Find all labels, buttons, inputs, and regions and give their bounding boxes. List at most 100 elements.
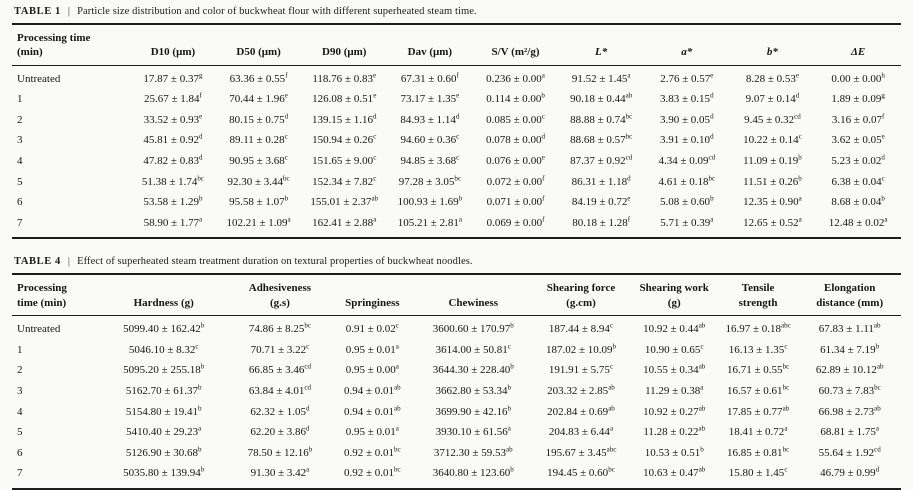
significance-superscript: ab xyxy=(698,403,706,412)
significance-superscript: bc xyxy=(625,132,633,141)
significance-superscript: ab xyxy=(876,362,884,371)
table-cell: 0.95 ± 0.01a xyxy=(345,424,399,439)
table-cell: 0.076 ± 0.00e xyxy=(486,153,545,168)
table-cell: 16.85 ± 0.81bc xyxy=(727,445,790,459)
table-cell: 2 xyxy=(17,113,23,126)
significance-superscript: a xyxy=(198,424,202,433)
table-cell: 3699.90 ± 42.16b xyxy=(435,403,512,418)
column-header: D50 (μm) xyxy=(215,24,302,66)
significance-superscript: ab xyxy=(394,383,401,392)
significance-superscript: ab xyxy=(698,362,706,371)
significance-superscript: e xyxy=(541,153,545,162)
significance-superscript: b xyxy=(507,383,512,392)
significance-superscript: b xyxy=(200,362,205,371)
table1-caption-text: Particle size distribution and color of … xyxy=(77,6,477,17)
table-cell: 74.86 ± 8.25bc xyxy=(248,321,311,336)
significance-superscript: c xyxy=(284,132,288,141)
significance-superscript: bc xyxy=(394,445,401,454)
significance-superscript: ab xyxy=(874,403,881,412)
significance-superscript: a xyxy=(710,215,714,224)
significance-superscript: a xyxy=(306,465,310,474)
table-cell: 51.38 ± 1.74bc xyxy=(141,173,205,188)
significance-superscript: a xyxy=(507,424,511,433)
table-cell: 9.07 ± 0.14d xyxy=(745,91,800,106)
table-cell: 3 xyxy=(17,134,23,147)
table-cell: 90.18 ± 0.44ab xyxy=(570,91,633,106)
significance-superscript: f xyxy=(542,173,545,182)
significance-superscript: c xyxy=(609,362,614,371)
table-cell: 95.58 ± 1.07b xyxy=(229,194,289,209)
table-cell: 92.30 ± 3.44bc xyxy=(227,173,290,188)
table-row: 2 33.52 ± 0.93e 80.15 ± 0.75d 139.15 ± 1.16… xyxy=(12,110,901,131)
significance-superscript: c xyxy=(195,342,199,351)
table-cell: 89.11 ± 0.28c xyxy=(229,132,288,147)
table-cell: 11.51 ± 0.26b xyxy=(743,173,802,188)
table-cell: 0.114 ± 0.00b xyxy=(486,91,545,106)
significance-superscript: d xyxy=(875,465,880,474)
table-cell: 62.89 ± 10.12ab xyxy=(815,362,884,377)
significance-superscript: h xyxy=(881,70,885,79)
table-cell: 0.94 ± 0.01ab xyxy=(344,383,401,397)
significance-superscript: d xyxy=(305,424,310,433)
table-cell: 2 xyxy=(17,364,23,377)
table4-caption: TABLE 4 | Effect of superheated steam trea… xyxy=(14,256,901,267)
table-row: 3 5162.70 ± 61.37b 63.84 ± 4.01cd 0.94 ± 0.… xyxy=(12,381,901,402)
table-cell: 3614.00 ± 50.81c xyxy=(435,342,511,356)
significance-superscript: b xyxy=(200,465,205,474)
table-cell: 3662.80 ± 53.34b xyxy=(435,383,512,397)
significance-superscript: e xyxy=(456,91,460,100)
table-cell: 47.82 ± 0.83d xyxy=(143,153,203,168)
significance-superscript: d xyxy=(541,132,546,141)
column-header: ΔE xyxy=(815,24,901,66)
column-header: Adhesiveness (g.s) xyxy=(230,274,330,317)
significance-superscript: ab xyxy=(698,321,706,330)
table-cell: 1.89 ± 0.09g xyxy=(831,91,885,106)
significance-superscript: b xyxy=(507,403,512,412)
table-cell: 191.91 ± 5.75c xyxy=(548,362,614,377)
table-cell: 126.08 ± 0.51e xyxy=(312,91,377,106)
significance-superscript: f xyxy=(199,91,202,100)
table-cell: 12.48 ± 0.02a xyxy=(828,215,888,229)
significance-superscript: f xyxy=(881,112,885,121)
table-cell: 53.58 ± 1.29b xyxy=(143,194,203,209)
table-cell: Untreated xyxy=(17,72,61,85)
significance-superscript: c xyxy=(609,321,614,330)
significance-superscript: g xyxy=(198,70,203,79)
table-row: 5 51.38 ± 1.74bc 92.30 ± 3.44bc 152.34 ± 7.… xyxy=(12,172,901,193)
significance-superscript: b xyxy=(198,194,203,203)
table-row: 5 5410.40 ± 29.23a 62.20 ± 3.86d 0.95 ± 0.0… xyxy=(12,423,901,444)
table-cell: 139.15 ± 1.16d xyxy=(311,112,377,126)
significance-superscript: f xyxy=(627,215,631,224)
significance-superscript: ab xyxy=(505,445,513,454)
table-cell: 11.28 ± 0.22ab xyxy=(643,424,706,439)
significance-superscript: d xyxy=(795,91,800,100)
table-row: 1 25.67 ± 1.84f 70.44 ± 1.96e 126.08 ± 0.51… xyxy=(12,90,901,111)
significance-superscript: c xyxy=(784,465,788,474)
significance-superscript: a xyxy=(627,70,631,79)
significance-superscript: b xyxy=(541,91,545,100)
significance-superscript: c xyxy=(284,153,288,162)
significance-superscript: a xyxy=(884,215,888,224)
significance-superscript: a xyxy=(541,70,545,79)
table-cell: 5126.90 ± 30.68b xyxy=(125,445,202,459)
table-cell: 10.92 ± 0.44ab xyxy=(643,321,706,336)
table-cell: 16.57 ± 0.61bc xyxy=(727,383,790,397)
table-cell: 67.31 ± 0.60f xyxy=(400,70,459,85)
table-cell: 88.68 ± 0.57bc xyxy=(570,132,633,147)
table-cell: 0.072 ± 0.00f xyxy=(486,173,545,188)
table-cell: 105.21 ± 2.81a xyxy=(397,215,462,229)
significance-superscript: c xyxy=(373,173,377,182)
significance-superscript: c xyxy=(456,153,460,162)
significance-superscript: c xyxy=(541,112,545,121)
table-cell: 3644.30 ± 228.40b xyxy=(432,362,514,377)
significance-superscript: b xyxy=(284,194,289,203)
table-row: 3 45.81 ± 0.92d 89.11 ± 0.28c 150.94 ± 0.26… xyxy=(12,131,901,152)
table-cell: 5.71 ± 0.39a xyxy=(660,215,714,229)
significance-superscript: e xyxy=(372,70,377,79)
table-row: 4 47.82 ± 0.83d 90.95 ± 3.68c 151.65 ± 9.00… xyxy=(12,152,901,173)
significance-superscript: f xyxy=(542,215,545,224)
table1-caption-label: TABLE 1 xyxy=(14,6,61,17)
table-cell: 17.85 ± 0.77ab xyxy=(727,403,790,418)
significance-superscript: ab xyxy=(608,383,615,392)
table-cell: 16.97 ± 0.18abc xyxy=(725,321,791,336)
